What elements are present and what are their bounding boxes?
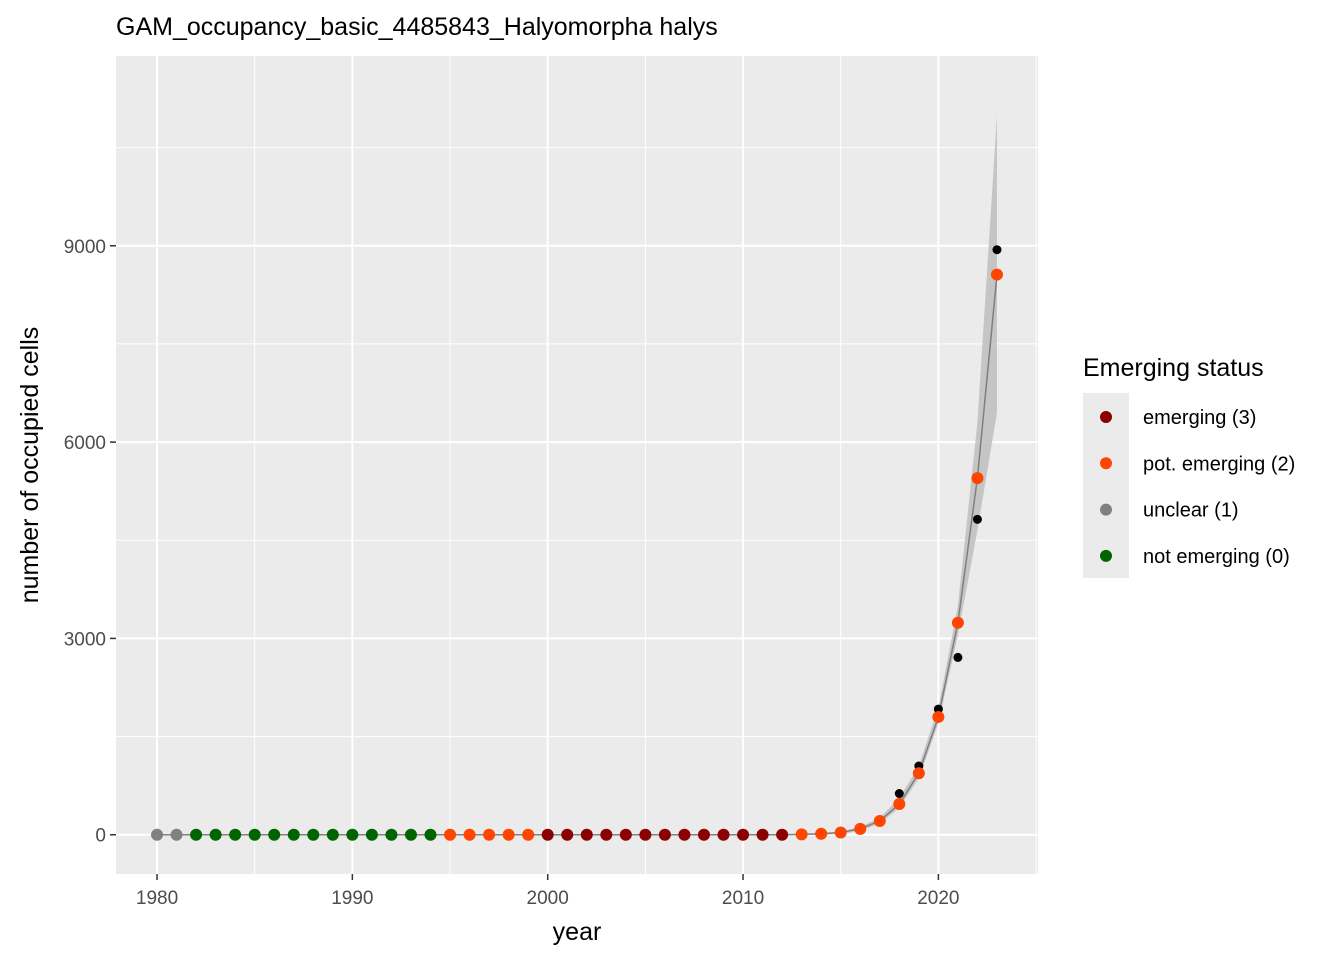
x-axis-title: year — [553, 918, 602, 946]
fitted-point — [795, 828, 808, 841]
fitted-point — [248, 828, 261, 841]
fitted-point — [697, 828, 710, 841]
fitted-point — [170, 828, 183, 841]
fitted-point — [873, 814, 886, 827]
y-axis-title: number of occupied cells — [16, 327, 44, 604]
fitted-point — [463, 828, 476, 841]
fitted-point — [580, 828, 593, 841]
fitted-point — [815, 827, 828, 840]
legend: Emerging status emerging (3) pot. emergin… — [1083, 354, 1295, 578]
fitted-point — [365, 828, 378, 841]
observed-point — [894, 789, 904, 799]
observed-point — [933, 704, 943, 714]
legend-key-background — [1083, 393, 1129, 578]
y-tick-label: 9000 — [64, 237, 106, 258]
fitted-point — [483, 828, 496, 841]
legend-label: unclear (1) — [1143, 500, 1239, 522]
fitted-point — [951, 616, 964, 629]
fitted-point — [346, 828, 359, 841]
fitted-point — [444, 828, 457, 841]
chart-title: GAM_occupancy_basic_4485843_Halyomorpha … — [116, 13, 718, 41]
legend-key — [1100, 549, 1112, 562]
fitted-point — [932, 710, 945, 723]
fitted-point — [404, 828, 417, 841]
observed-point — [972, 514, 982, 524]
fitted-point — [971, 472, 984, 485]
observed-point — [953, 652, 963, 662]
fitted-point — [912, 767, 925, 780]
fitted-point — [756, 828, 769, 841]
fitted-point — [424, 828, 437, 841]
legend-key — [1100, 503, 1112, 516]
fitted-point — [619, 828, 632, 841]
y-tick-label: 0 — [95, 826, 106, 847]
legend-label: pot. emerging (2) — [1143, 453, 1295, 475]
fitted-point — [737, 828, 750, 841]
y-tick-label: 3000 — [64, 629, 106, 650]
fitted-point — [502, 828, 515, 841]
fitted-point — [287, 828, 300, 841]
legend-items: emerging (3) pot. emerging (2) unclear (1)… — [1100, 407, 1295, 568]
fitted-point — [639, 828, 652, 841]
fitted-point — [229, 828, 242, 841]
fitted-point — [990, 268, 1003, 281]
fitted-point — [678, 828, 691, 841]
fitted-point — [190, 828, 203, 841]
fitted-point — [268, 828, 281, 841]
plot-panel — [116, 56, 1038, 874]
axis-ticks — [110, 245, 940, 880]
fitted-point — [385, 828, 398, 841]
grid-minor — [116, 56, 1038, 874]
x-tick-label: 2020 — [917, 888, 959, 909]
fitted-point — [326, 828, 339, 841]
x-tick-label: 2010 — [722, 888, 764, 909]
fitted-point — [151, 828, 164, 841]
x-tick-label: 2000 — [527, 888, 569, 909]
legend-label: emerging (3) — [1143, 407, 1256, 429]
legend-title: Emerging status — [1083, 354, 1264, 382]
fitted-point — [776, 828, 789, 841]
x-tick-labels: 1980 1990 2000 2010 2020 — [136, 888, 960, 909]
fitted-point — [854, 822, 867, 835]
legend-key — [1100, 457, 1112, 470]
fitted-point — [307, 828, 320, 841]
y-tick-label: 6000 — [64, 433, 106, 454]
fitted-point — [209, 828, 222, 841]
fitted-point — [600, 828, 613, 841]
legend-label: not emerging (0) — [1143, 546, 1290, 568]
fitted-point — [658, 828, 671, 841]
fitted-points-layer — [151, 268, 1003, 841]
fitted-point — [717, 828, 730, 841]
fitted-point — [561, 828, 574, 841]
legend-key — [1100, 411, 1112, 423]
y-tick-labels: 0 3000 6000 9000 — [64, 237, 106, 847]
fitted-point — [522, 828, 535, 841]
x-tick-label: 1980 — [136, 888, 178, 909]
fitted-point — [834, 826, 847, 839]
fitted-point — [541, 828, 554, 841]
fitted-point — [893, 797, 906, 810]
observed-point — [992, 245, 1002, 255]
observed-points-layer — [894, 245, 1002, 799]
x-tick-label: 1990 — [331, 888, 373, 909]
